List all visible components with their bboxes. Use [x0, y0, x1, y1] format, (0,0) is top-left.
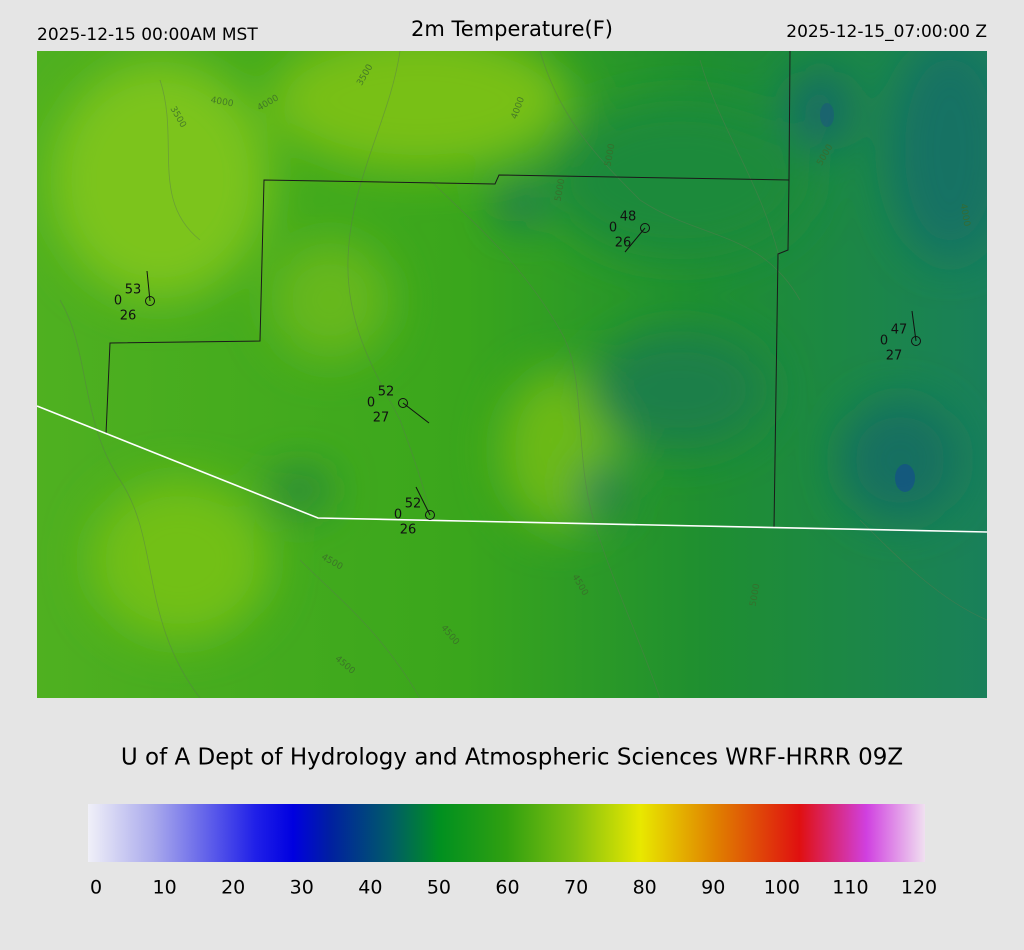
station-dewpoint: 26	[615, 236, 632, 251]
colorbar-tick-label: 10	[152, 877, 176, 899]
contour-label: 5000	[749, 583, 763, 608]
station-wind: 0	[367, 396, 375, 411]
colorbar	[88, 804, 925, 862]
station-wind: 0	[609, 221, 617, 236]
station-dewpoint: 27	[373, 411, 390, 426]
contour-label: 4000	[958, 203, 972, 228]
wind-barb	[911, 310, 917, 342]
contour-label: 5000	[604, 143, 618, 168]
station-wind: 0	[394, 508, 402, 523]
colorbar-tick-label: 100	[764, 877, 800, 899]
wind-barb	[402, 402, 430, 424]
model-credit: U of A Dept of Hydrology and Atmospheric…	[121, 745, 903, 771]
valid-utc-time: 2025-12-15_07:00:00 Z	[786, 22, 987, 42]
colorbar-tick-label: 20	[221, 877, 245, 899]
colorbar-tick-label: 90	[701, 877, 725, 899]
colorbar-tick-label: 60	[495, 877, 519, 899]
station-circle	[911, 336, 921, 346]
station-temp: 48	[620, 210, 637, 225]
wind-barb	[624, 227, 646, 253]
valid-local-time: 2025-12-15 00:00AM MST	[37, 25, 258, 45]
station-circle	[640, 223, 650, 233]
station-circle	[425, 510, 435, 520]
colorbar-tick-label: 70	[564, 877, 588, 899]
colorbar-tick-label: 80	[633, 877, 657, 899]
colorbar-tick-label: 120	[901, 877, 937, 899]
colorbar-tick-label: 50	[427, 877, 451, 899]
station-temp: 53	[125, 283, 142, 298]
station-wind: 0	[114, 294, 122, 309]
wind-barb	[415, 486, 431, 516]
station-temp: 52	[405, 497, 422, 512]
station-dewpoint: 26	[120, 309, 137, 324]
colorbar-tick-label: 40	[358, 877, 382, 899]
wind-barb	[146, 270, 151, 302]
station-dewpoint: 26	[400, 523, 417, 538]
map-title: 2m Temperature(F)	[411, 17, 613, 41]
station-temp: 52	[378, 385, 395, 400]
colorbar-tick-label: 0	[90, 877, 102, 899]
contour-label: 5000	[554, 178, 568, 203]
colorbar-tick-label: 110	[832, 877, 868, 899]
colorbar-tick-label: 30	[290, 877, 314, 899]
station-dewpoint: 27	[886, 349, 903, 364]
station-circle	[398, 398, 408, 408]
station-temp: 47	[891, 323, 908, 338]
contour-label: 4000	[210, 96, 235, 110]
station-wind: 0	[880, 334, 888, 349]
